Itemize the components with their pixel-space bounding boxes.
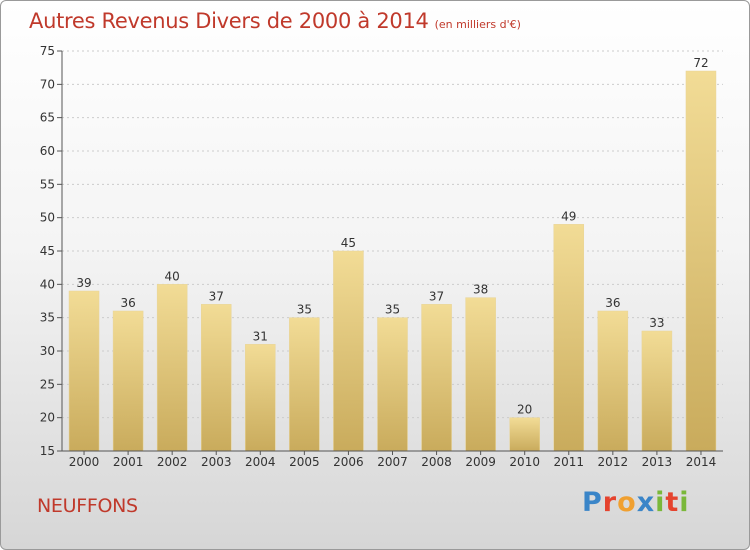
x-tick-label: 2009 — [465, 455, 496, 469]
x-tick-label: 2010 — [509, 455, 540, 469]
data-label: 45 — [341, 236, 356, 250]
logo-letter: r — [602, 487, 618, 518]
bar — [333, 250, 364, 452]
commune-name: NEUFFONS — [37, 495, 138, 517]
data-label: 37 — [429, 289, 444, 303]
logo-letter: i — [679, 487, 690, 518]
data-label: 36 — [605, 296, 620, 310]
bar — [112, 310, 144, 452]
bar — [685, 70, 717, 452]
y-tick-label: 70 — [40, 77, 55, 91]
axes: 15 20 25 30 35 40 45 50 55 60 65 70 75 2000 2001 2002 20… — [40, 44, 723, 469]
bar — [465, 297, 496, 452]
bar — [421, 304, 452, 452]
x-tick-label: 2004 — [245, 455, 276, 469]
bar — [156, 284, 188, 452]
y-tick-label: 40 — [40, 277, 55, 291]
logo-letter: i — [655, 487, 666, 518]
x-tick-label: 2011 — [553, 455, 584, 469]
x-tick-label: 2014 — [686, 455, 717, 469]
x-tick-label: 2000 — [69, 455, 100, 469]
bar — [245, 344, 276, 452]
chart-subtitle: (en milliers d'€) — [434, 18, 521, 31]
chart-title-text: Autres Revenus Divers de 2000 à 2014 — [29, 9, 429, 33]
data-label: 39 — [76, 276, 91, 290]
bars — [68, 70, 717, 452]
data-label: 38 — [473, 283, 488, 297]
logo-letter: x — [636, 487, 656, 518]
chart-title: Autres Revenus Divers de 2000 à 2014 (en … — [29, 9, 521, 33]
data-label: 35 — [385, 303, 400, 317]
y-tick-label: 30 — [40, 344, 55, 358]
x-tick-label: 2001 — [113, 455, 144, 469]
bar — [68, 290, 100, 452]
x-tick-label: 2007 — [377, 455, 408, 469]
bar — [200, 304, 232, 452]
x-tick-label: 2005 — [289, 455, 320, 469]
y-tick-label: 35 — [40, 311, 55, 325]
x-tick-label: 2003 — [201, 455, 232, 469]
x-tick-label: 2002 — [157, 455, 188, 469]
y-tick-label: 75 — [40, 44, 55, 58]
logo-letter: o — [617, 487, 637, 518]
data-labels: 39 36 40 37 31 35 45 35 37 38 20 49 36 33 72 — [76, 56, 708, 417]
bar — [509, 417, 540, 452]
proxiti-logo[interactable]: Proxiti — [582, 487, 690, 518]
data-label: 20 — [517, 403, 532, 417]
y-tick-label: 15 — [40, 444, 55, 458]
bar — [597, 310, 629, 452]
bar — [377, 317, 408, 452]
x-tick-label: 2006 — [333, 455, 364, 469]
bar — [289, 317, 320, 452]
y-tick-label: 45 — [40, 244, 55, 258]
y-tick-label: 20 — [40, 411, 55, 425]
y-tick-label: 60 — [40, 144, 55, 158]
data-label: 33 — [649, 316, 664, 330]
bar — [553, 224, 585, 452]
y-tick-label: 65 — [40, 111, 55, 125]
data-label: 49 — [561, 209, 576, 223]
x-tick-label: 2008 — [421, 455, 452, 469]
y-tick-label: 25 — [40, 377, 55, 391]
y-tick-label: 55 — [40, 177, 55, 191]
data-label: 35 — [297, 303, 312, 317]
bar — [641, 330, 673, 452]
data-label: 36 — [120, 296, 135, 310]
data-label: 40 — [165, 269, 180, 283]
data-label: 72 — [693, 56, 708, 70]
logo-letter: t — [665, 487, 680, 518]
x-tick-label: 2012 — [598, 455, 629, 469]
x-tick-label: 2013 — [642, 455, 673, 469]
y-tick-label: 50 — [40, 211, 55, 225]
logo-letter: P — [582, 487, 603, 518]
data-label: 31 — [253, 329, 268, 343]
data-label: 37 — [209, 289, 224, 303]
